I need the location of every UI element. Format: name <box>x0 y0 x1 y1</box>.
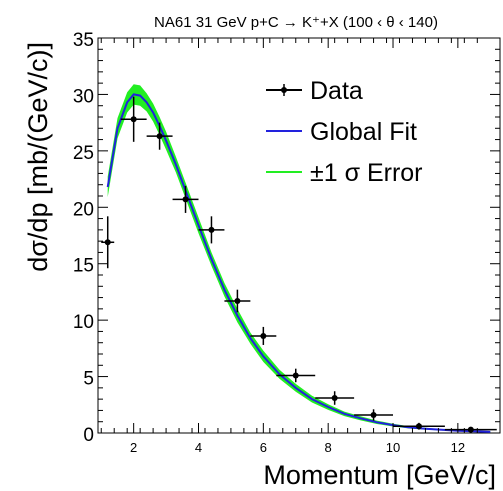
data-point-marker <box>156 133 163 140</box>
y-tick-label: 15 <box>73 256 94 277</box>
y-tick-label: 10 <box>73 312 94 333</box>
data-point <box>120 96 147 142</box>
data-point-marker <box>234 297 241 304</box>
x-tick-label: 2 <box>130 440 137 455</box>
y-tick-label: 0 <box>83 425 94 446</box>
data-point <box>393 422 445 430</box>
x-axis-ticks: 2 4 6 8 10 12 <box>100 38 478 455</box>
legend-data-marker <box>281 87 287 93</box>
data-point-marker <box>370 411 377 418</box>
x-tick-label: 8 <box>325 440 332 455</box>
legend-data-label: Data <box>310 77 363 105</box>
legend-error-label: ±1 σ Error <box>310 159 423 187</box>
x-axis-label: Momentum [GeV/c] <box>263 460 496 490</box>
data-point-marker <box>292 372 299 379</box>
x-tick-label: 4 <box>195 440 202 455</box>
y-tick-label: 35 <box>73 30 94 51</box>
data-point-marker <box>467 426 474 433</box>
legend-entry-data: Data <box>266 77 363 105</box>
fit-curve <box>106 93 491 433</box>
x-tick-label: 12 <box>451 440 465 455</box>
data-point-marker <box>130 116 137 123</box>
y-tick-label: 5 <box>83 369 94 390</box>
legend: Data Global Fit ±1 σ Error <box>266 77 423 187</box>
data-point <box>172 185 199 213</box>
data-point <box>444 426 497 433</box>
data-point <box>354 409 394 421</box>
data-point-marker <box>182 196 189 203</box>
y-tick-label: 30 <box>73 86 94 107</box>
plot-frame <box>97 37 501 434</box>
x-tick-label: 6 <box>260 440 267 455</box>
y-axis-label: dσ/dp [mb/(GeV/c)] <box>23 42 53 272</box>
data-point-marker <box>260 332 267 339</box>
legend-fit-label: Global Fit <box>310 118 417 146</box>
data-point <box>315 391 355 405</box>
data-point <box>276 368 316 383</box>
data-point <box>198 216 225 244</box>
data-points <box>101 96 497 433</box>
data-point <box>224 289 251 313</box>
y-axis-ticks: 0 5 10 15 20 25 30 35 <box>73 30 500 446</box>
legend-entry-error: ±1 σ Error <box>266 159 423 187</box>
data-point-marker <box>104 239 111 246</box>
data-point-marker <box>208 226 215 233</box>
data-point <box>101 216 115 269</box>
data-point-marker <box>415 423 422 430</box>
data-point <box>146 122 173 150</box>
plot-area-border <box>97 37 501 434</box>
legend-entry-fit: Global Fit <box>266 118 417 146</box>
x-tick-label: 10 <box>386 440 400 455</box>
fit-curve-line <box>106 93 491 433</box>
y-tick-label: 20 <box>73 199 94 220</box>
chart-title: NA61 31 GeV p+C → K⁺+X (100 ‹ θ ‹ 140) <box>154 14 438 31</box>
data-point-marker <box>331 395 338 402</box>
y-tick-label: 25 <box>73 143 94 164</box>
data-point <box>250 326 277 345</box>
